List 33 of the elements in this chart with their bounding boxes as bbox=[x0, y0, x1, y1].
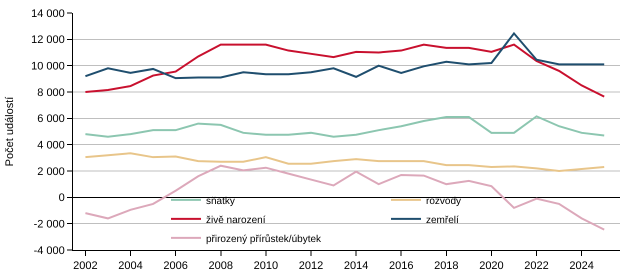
y-tick-label: -4 000 bbox=[34, 244, 65, 257]
x-tick-label: 2024 bbox=[569, 260, 594, 272]
x-tick-label: 2010 bbox=[254, 260, 278, 272]
y-tick-label: 4 000 bbox=[37, 140, 65, 152]
y-tick-label: -2 000 bbox=[34, 218, 65, 231]
x-tick-label: 2014 bbox=[344, 260, 368, 272]
y-tick-label: 14 000 bbox=[31, 8, 65, 20]
legend-label: sňatky bbox=[206, 196, 235, 207]
line-series bbox=[84, 115, 606, 138]
line-series bbox=[84, 164, 606, 231]
x-tick-label: 2002 bbox=[73, 260, 98, 272]
x-tick-label: 2008 bbox=[208, 260, 233, 272]
y-tick-label: 10 000 bbox=[31, 60, 65, 73]
x-tick-label: 2012 bbox=[298, 260, 324, 272]
x-tick-label: 2018 bbox=[434, 260, 459, 272]
x-tick-label: 2006 bbox=[163, 260, 188, 272]
legend-label: rozvody bbox=[426, 196, 462, 207]
x-tick-label: 2016 bbox=[388, 260, 414, 272]
x-tick-label: 2004 bbox=[118, 260, 143, 272]
y-tick-label: 8 000 bbox=[37, 86, 65, 99]
line-series bbox=[84, 44, 606, 98]
legend-label: živě narození bbox=[206, 214, 266, 226]
x-tick-label: 2022 bbox=[524, 260, 549, 272]
y-tick-label: 6 000 bbox=[37, 113, 65, 126]
legend-label: přirozený přírůstek/úbytek bbox=[206, 232, 322, 245]
x-tick-label: 2020 bbox=[479, 260, 504, 272]
legend-label: zemřelí bbox=[426, 214, 459, 226]
y-tick-label: 2 000 bbox=[37, 166, 65, 178]
line-series bbox=[84, 152, 606, 172]
y-tick-label: 12 000 bbox=[31, 34, 65, 46]
y-tick-label: 0 bbox=[58, 192, 65, 204]
line-series bbox=[84, 32, 606, 80]
y-axis-title: Počet událostí bbox=[4, 96, 16, 166]
